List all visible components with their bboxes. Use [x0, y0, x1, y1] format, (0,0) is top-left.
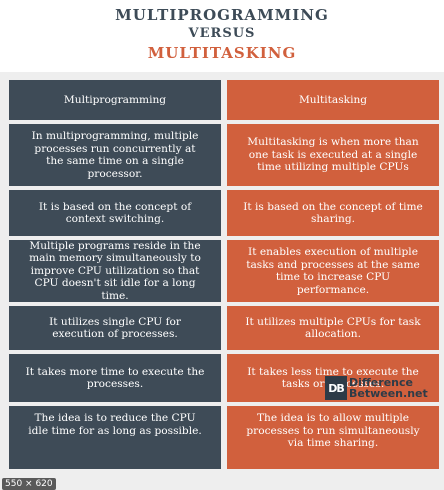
column-header-left: Multiprogramming — [9, 80, 221, 120]
cell-text: The idea is to allow multiple processes … — [246, 412, 420, 449]
cell-text: It takes more time to execute the proces… — [25, 365, 205, 391]
cell-text: It utilizes single CPU for execution of … — [49, 315, 181, 341]
cell-text: Multitasking is when more than one task … — [247, 136, 419, 174]
logo-wordmark: Difference Between.net — [349, 377, 428, 399]
table-cell: Multitasking is when more than one task … — [227, 120, 439, 186]
column-header-right: Multitasking — [227, 80, 439, 120]
title-line-3: MULTITASKING — [147, 44, 297, 62]
logo-line-2: Between.net — [349, 387, 428, 400]
table-cell: It takes more time to execute the proces… — [9, 350, 221, 402]
column-header-left-label: Multiprogramming — [63, 93, 167, 106]
cell-text: Multiple programs reside in the main mem… — [29, 239, 201, 302]
title-line-1: MULTIPROGRAMMING — [115, 6, 329, 24]
comparison-table: Multiprogramming Multitasking In multipr… — [9, 80, 439, 469]
table-cell: It utilizes single CPU for execution of … — [9, 302, 221, 350]
cell-text: In multiprogramming, multiple processes … — [31, 130, 199, 180]
cell-text: It is based on the concept of time shari… — [243, 200, 423, 226]
difference-between-logo[interactable]: DB Difference Between.net — [325, 376, 428, 400]
comparison-panel: Multiprogramming Multitasking In multipr… — [0, 72, 444, 490]
table-cell: It is based on the concept of context sw… — [9, 186, 221, 236]
title-line-2: VERSUS — [188, 26, 256, 41]
table-cell: The idea is to allow multiple processes … — [227, 402, 439, 469]
table-cell: In multiprogramming, multiple processes … — [9, 120, 221, 186]
table-cell: It is based on the concept of time shari… — [227, 186, 439, 236]
table-cell: It utilizes multiple CPUs for task alloc… — [227, 302, 439, 350]
column-header-right-label: Multitasking — [298, 93, 368, 106]
logo-line-1: Difference — [349, 376, 413, 389]
table-cell: Multiple programs reside in the main mem… — [9, 236, 221, 302]
image-size-badge: 550 × 620 — [2, 478, 56, 490]
table-cell: The idea is to reduce the CPU idle time … — [9, 402, 221, 469]
db-logo-icon: DB — [325, 376, 347, 400]
cell-text: The idea is to reduce the CPU idle time … — [28, 412, 202, 437]
table-cell: It enables execution of multiple tasks a… — [227, 236, 439, 302]
cell-text: It is based on the concept of context sw… — [38, 200, 192, 226]
cell-text: It enables execution of multiple tasks a… — [246, 246, 420, 296]
cell-text: It utilizes multiple CPUs for task alloc… — [245, 315, 421, 341]
